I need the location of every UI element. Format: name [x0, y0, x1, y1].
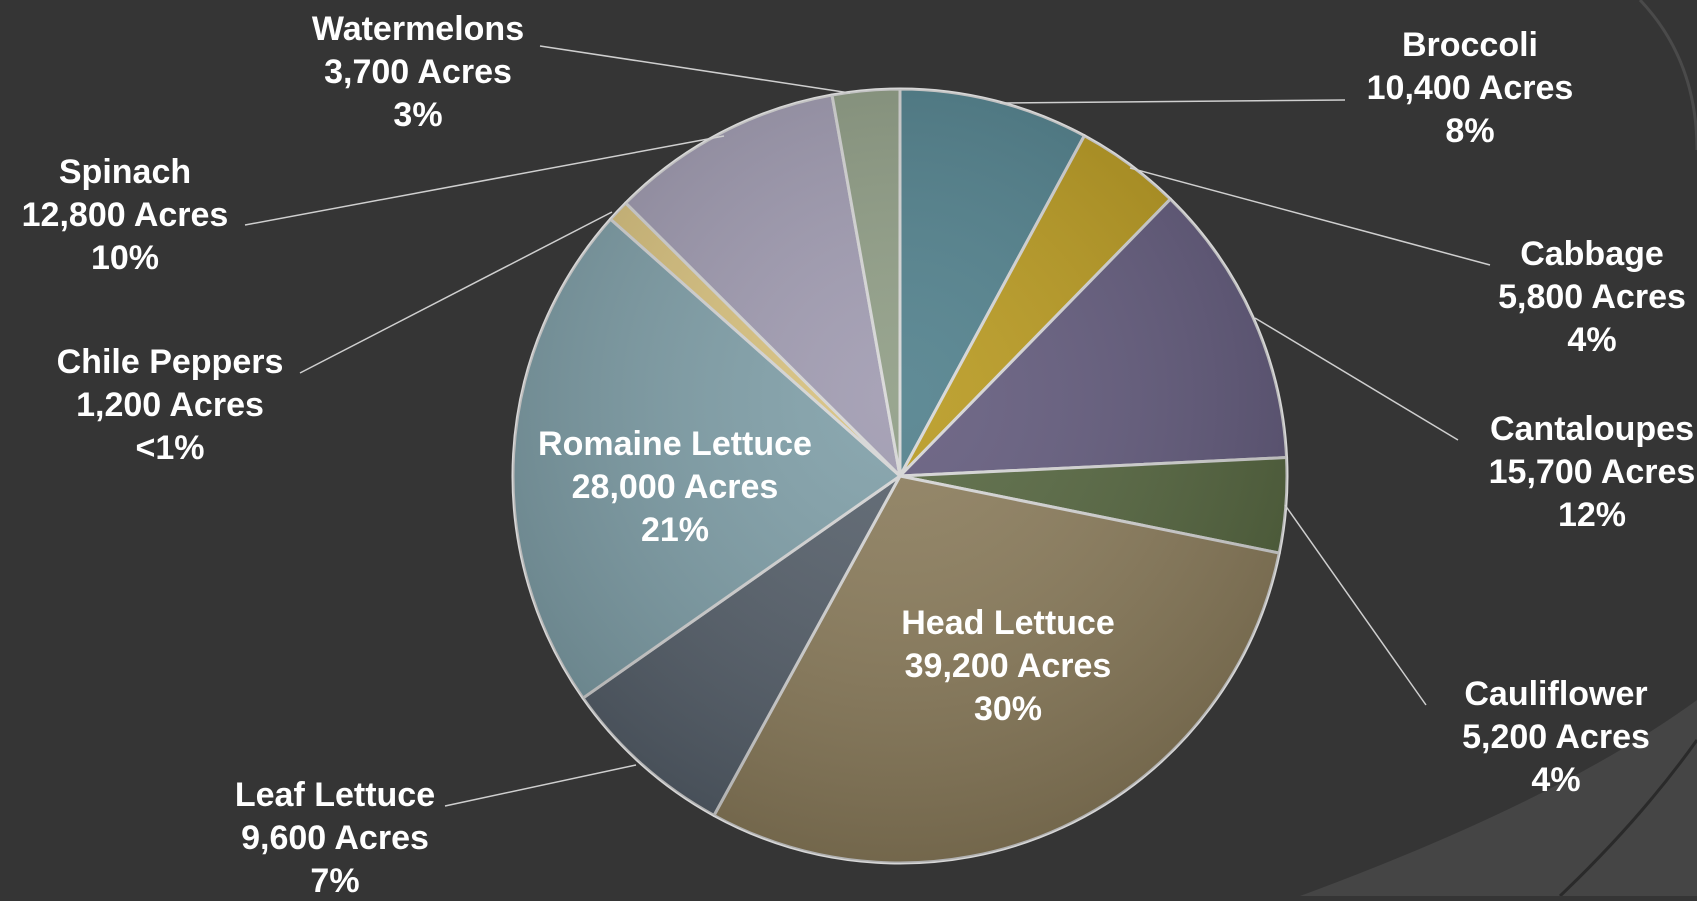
slice-label-watermelons: Watermelons 3,700 Acres 3%	[312, 10, 524, 134]
slice-name-romaine-lettuce: Romaine Lettuce	[538, 425, 812, 463]
slice-name-cabbage: Cabbage	[1520, 235, 1664, 273]
leader-lines	[244, 45, 1491, 807]
slice-acres-spinach: 12,800 Acres	[22, 196, 229, 234]
slice-percent-spinach: 10%	[91, 239, 159, 277]
slice-percent-leaf-lettuce: 7%	[310, 862, 359, 896]
background-arc-bottom	[1558, 739, 1697, 898]
slice-acres-cabbage: 5,800 Acres	[1498, 278, 1686, 316]
leader-line-leaf-lettuce	[444, 764, 637, 807]
slice-acres-chile-peppers: 1,200 Acres	[76, 386, 264, 424]
slice-labels: Broccoli 10,400 Acres 8% Cabbage 5,800 Acres…	[22, 10, 1696, 900]
slice-label-leaf-lettuce: Leaf Lettuce 9,600 Acres 7%	[235, 776, 435, 896]
slice-percent-watermelons: 3%	[393, 96, 442, 134]
slice-name-spinach: Spinach	[59, 153, 191, 191]
slice-name-broccoli: Broccoli	[1402, 26, 1538, 64]
slice-name-leaf-lettuce: Leaf Lettuce	[235, 776, 435, 814]
leader-line-watermelons	[539, 45, 851, 94]
slice-percent-broccoli: 8%	[1445, 112, 1494, 150]
slice-percent-head-lettuce: 30%	[974, 690, 1042, 728]
slice-percent-romaine-lettuce: 21%	[641, 511, 709, 549]
slice-acres-watermelons: 3,700 Acres	[324, 53, 512, 91]
leader-line-cabbage	[1129, 167, 1491, 266]
slice-acres-head-lettuce: 39,200 Acres	[905, 647, 1112, 685]
slice-acres-cantaloupes: 15,700 Acres	[1489, 453, 1696, 491]
slice-acres-romaine-lettuce: 28,000 Acres	[572, 468, 779, 506]
slice-percent-cabbage: 4%	[1567, 321, 1616, 359]
slice-acres-broccoli: 10,400 Acres	[1367, 69, 1574, 107]
slice-label-spinach: Spinach 12,800 Acres 10%	[22, 153, 229, 277]
slice-name-head-lettuce: Head Lettuce	[901, 604, 1115, 642]
slice-acres-cauliflower: 5,200 Acres	[1462, 718, 1650, 756]
leader-line-broccoli	[999, 99, 1346, 104]
slice-percent-chile-peppers: <1%	[136, 429, 205, 467]
slice-name-watermelons: Watermelons	[312, 10, 524, 48]
slice-name-cauliflower: Cauliflower	[1464, 675, 1647, 713]
leader-line-chile-peppers	[299, 211, 613, 374]
background-arc-top	[1638, 0, 1697, 151]
leader-line-spinach	[244, 135, 725, 226]
leader-line-cauliflower	[1284, 504, 1427, 706]
slice-percent-cantaloupes: 12%	[1558, 496, 1626, 534]
background-shape-bottom-right	[1300, 700, 1697, 896]
slice-name-chile-peppers: Chile Peppers	[57, 343, 284, 381]
slice-label-head-lettuce: Head Lettuce 39,200 Acres 30%	[901, 604, 1115, 728]
slice-label-broccoli: Broccoli 10,400 Acres 8%	[1367, 26, 1574, 150]
slice-label-cantaloupes: Cantaloupes 15,700 Acres 12%	[1489, 410, 1696, 534]
slice-label-romaine-lettuce: Romaine Lettuce 28,000 Acres 21%	[538, 425, 812, 549]
slice-name-cantaloupes: Cantaloupes	[1490, 410, 1694, 448]
slice-percent-cauliflower: 4%	[1531, 761, 1580, 799]
leader-line-cantaloupes	[1254, 317, 1459, 441]
slice-label-cabbage: Cabbage 5,800 Acres 4%	[1498, 235, 1686, 359]
slice-label-cauliflower: Cauliflower 5,200 Acres 4%	[1462, 675, 1650, 799]
slice-label-chile-peppers: Chile Peppers 1,200 Acres <1%	[57, 343, 284, 467]
slice-acres-leaf-lettuce: 9,600 Acres	[241, 819, 429, 857]
